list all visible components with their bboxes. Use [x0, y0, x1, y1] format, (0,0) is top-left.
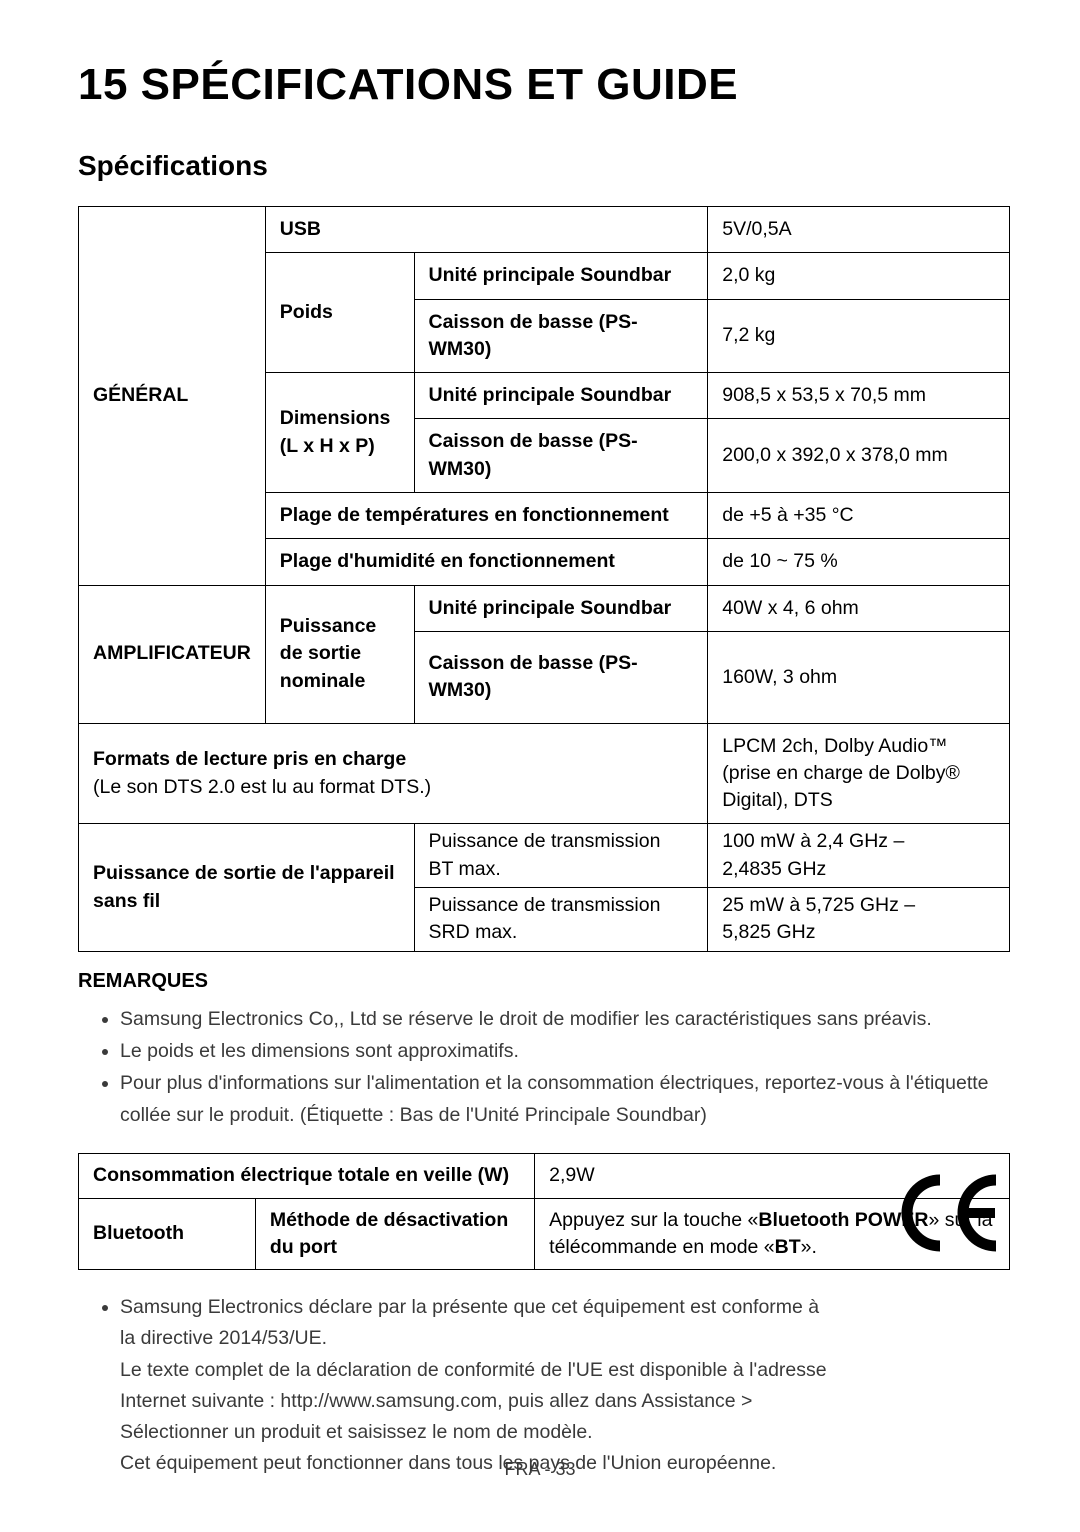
humidity-label: Plage d'humidité en fonctionnement — [265, 539, 707, 585]
bluetooth-label: Bluetooth — [79, 1198, 256, 1270]
pow-l2: de sortie — [280, 642, 361, 664]
comp-l1: Samsung Electronics déclare par la prése… — [120, 1296, 819, 1349]
formats-l1: Formats de lecture pris en charge — [93, 748, 406, 770]
dim-main-value: 908,5 x 53,5 x 70,5 mm — [708, 373, 1010, 419]
temp-label: Plage de températures en fonctionnement — [265, 493, 707, 539]
srdv-l2: 5,825 GHz — [722, 921, 815, 943]
port-method-label: Méthode de désactivation du port — [255, 1198, 534, 1270]
humidity-value: de 10 ~ 75 % — [708, 539, 1010, 585]
formats-cell: Formats de lecture pris en charge (Le so… — [79, 723, 708, 824]
dim-l1: Dimensions — [280, 407, 391, 429]
srdv-l1: 25 mW à 5,725 GHz – — [722, 894, 915, 916]
wl-l1: Puissance de sortie de l'appareil — [93, 862, 395, 884]
wl-l2: sans fil — [93, 890, 160, 912]
pv-post: ». — [801, 1236, 817, 1258]
general-label: GÉNÉRAL — [79, 207, 266, 586]
pow-l3: nominale — [280, 670, 366, 692]
page-footer: FRA - 33 — [0, 1459, 1080, 1480]
pow-l1: Puissance — [280, 615, 376, 637]
usb-label: USB — [265, 207, 707, 253]
weight-sub-label: Caisson de basse (PS-WM30) — [414, 299, 708, 373]
srd-trans-label: Puissance de transmission SRD max. — [414, 888, 708, 952]
fv-l3: Digital), DTS — [722, 789, 833, 811]
pm-l2: du port — [270, 1236, 337, 1258]
remark-3: Pour plus d'informations sur l'alimentat… — [120, 1067, 1010, 1131]
formats-l2: (Le son DTS 2.0 est lu au format DTS.) — [93, 776, 431, 798]
fv-l2: (prise en charge de Dolby® — [722, 762, 960, 784]
wireless-cell: Puissance de sortie de l'appareil sans f… — [79, 824, 415, 951]
srd-trans-value: 25 mW à 5,725 GHz – 5,825 GHz — [708, 888, 1010, 952]
formats-value: LPCM 2ch, Dolby Audio™ (prise en charge … — [708, 723, 1010, 824]
power-sub-value: 160W, 3 ohm — [708, 631, 1010, 723]
power-main-value: 40W x 4, 6 ohm — [708, 585, 1010, 631]
weight-main-label: Unité principale Soundbar — [414, 253, 708, 299]
usb-value: 5V/0,5A — [708, 207, 1010, 253]
srd-l1: Puissance de transmission — [429, 894, 661, 916]
weight-main-value: 2,0 kg — [708, 253, 1010, 299]
dim-sub-value: 200,0 x 392,0 x 378,0 mm — [708, 419, 1010, 493]
dim-l2: (L x H x P) — [280, 435, 375, 457]
temp-value: de +5 à +35 °C — [708, 493, 1010, 539]
comp-l2: Le texte complet de la déclaration de co… — [120, 1359, 827, 1443]
bt-l1: Puissance de transmission — [429, 830, 661, 852]
remarks-title: REMARQUES — [78, 970, 1010, 993]
dimensions-label: Dimensions (L x H x P) — [265, 373, 414, 493]
pv-pre: Appuyez sur la touche « — [549, 1209, 758, 1231]
standby-table: Consommation électrique totale en veille… — [78, 1153, 1010, 1270]
weight-sub-value: 7,2 kg — [708, 299, 1010, 373]
standby-label: Consommation électrique totale en veille… — [79, 1154, 535, 1198]
dim-main-label: Unité principale Soundbar — [414, 373, 708, 419]
section-heading: Spécifications — [78, 150, 1010, 182]
remark-1: Samsung Electronics Co,, Ltd se réserve … — [120, 1003, 1010, 1035]
power-sub-label: Caisson de basse (PS-WM30) — [414, 631, 708, 723]
bt-trans-value: 100 mW à 2,4 GHz – 2,4835 GHz — [708, 824, 1010, 888]
weight-label: Poids — [265, 253, 414, 373]
output-power-label: Puissance de sortie nominale — [265, 585, 414, 723]
pm-l1: Méthode de désactivation — [270, 1209, 508, 1231]
remark-2: Le poids et les dimensions sont approxim… — [120, 1035, 1010, 1067]
btv-l1: 100 mW à 2,4 GHz – — [722, 830, 904, 852]
ce-mark-icon — [896, 1174, 1006, 1257]
fv-l1: LPCM 2ch, Dolby Audio™ — [722, 735, 947, 757]
bt-l2: BT max. — [429, 858, 501, 880]
bt-trans-label: Puissance de transmission BT max. — [414, 824, 708, 888]
remarks-list: Samsung Electronics Co,, Ltd se réserve … — [78, 1003, 1010, 1132]
specs-table: GÉNÉRAL USB 5V/0,5A Poids Unité principa… — [78, 206, 1010, 952]
compliance-list: Samsung Electronics déclare par la prése… — [78, 1292, 838, 1479]
btv-l2: 2,4835 GHz — [722, 858, 826, 880]
pv-b2: BT — [775, 1236, 801, 1258]
dim-sub-label: Caisson de basse (PS-WM30) — [414, 419, 708, 493]
compliance-item: Samsung Electronics déclare par la prése… — [120, 1292, 838, 1479]
amplifier-label: AMPLIFICATEUR — [79, 585, 266, 723]
srd-l2: SRD max. — [429, 921, 518, 943]
power-main-label: Unité principale Soundbar — [414, 585, 708, 631]
page-heading: 15 SPÉCIFICATIONS ET GUIDE — [78, 60, 1010, 110]
